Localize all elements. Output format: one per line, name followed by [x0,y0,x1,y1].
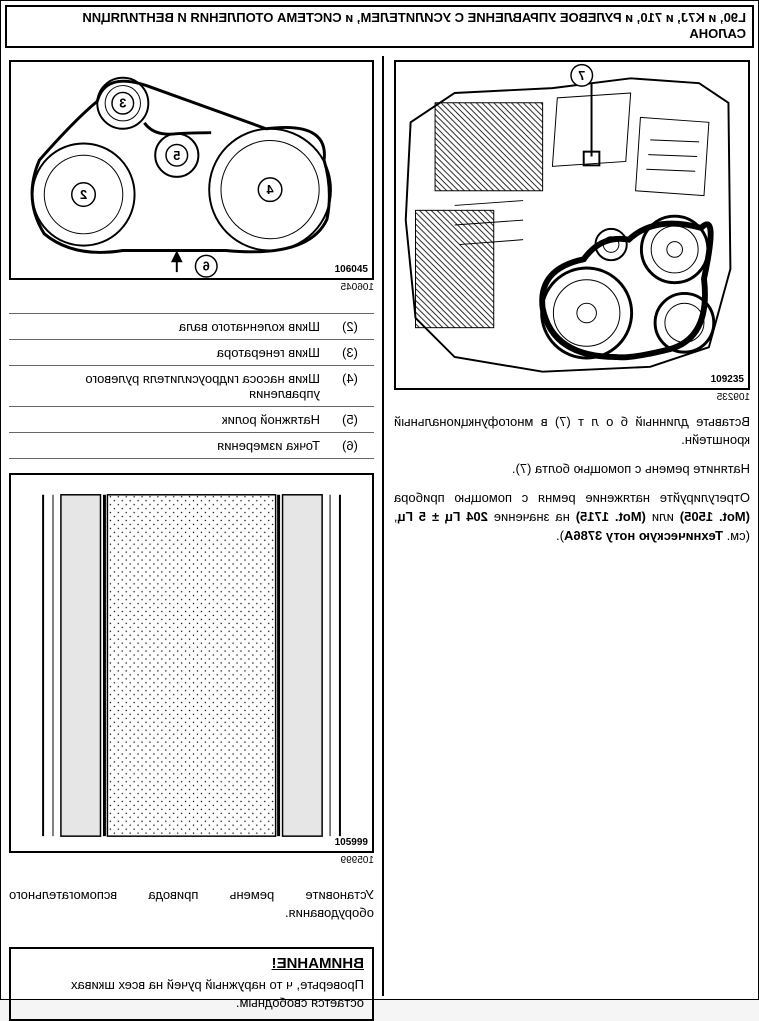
content-columns: 7 109235 109235 Вставьте длинный б о л т… [5,56,754,996]
fig-caption-engine: 109235 [394,392,750,403]
svg-text:2: 2 [80,187,87,202]
svg-text:6: 6 [203,258,210,273]
legend-row: (5)Натяжной ролик [9,406,374,432]
fig-ref-pulleys: 106045 [335,264,368,275]
warning-title: ВНИМАНИЕ! [19,955,364,972]
legend-key: (4) [326,365,374,406]
left-column: 7 109235 109235 Вставьте длинный б о л т… [390,56,754,996]
figure-pulleys: 4 2 3 5 6 106045 [9,60,374,280]
figure-section: 105999 [9,473,374,853]
engine-label-7: 7 [578,67,585,82]
legend-key: (5) [326,406,374,432]
svg-text:3: 3 [119,95,126,110]
left-para-3: Отрегулируйте натяжение ремня с помощью … [394,489,750,546]
warning-text: Проверьте, ч то наружный ручей на всех ш… [19,976,364,1012]
right-para-install: Установите ремень привода вспомогательно… [9,886,374,924]
header-line2: САЛОНА [689,26,746,41]
fig-caption-section: 105999 [9,855,374,866]
legend-key: (2) [326,313,374,339]
left-para-1: Вставьте длинный б о л т (7) в многофунк… [394,413,750,451]
legend-text: Шкив насоса гидроусилителя рулевого упра… [9,365,326,406]
fig-caption-pulleys: 106045 [9,282,374,293]
warning-box: ВНИМАНИЕ! Проверьте, ч то наружный ручей… [9,947,374,1020]
legend-row: (2)Шкив коленчатого вала [9,313,374,339]
figure-engine: 7 109235 [394,60,750,390]
svg-text:4: 4 [266,182,274,197]
legend-key: (3) [326,339,374,365]
legend-text: Натяжной ролик [9,406,326,432]
page: L90, и K7J, и 710, и РУЛЕВОЕ УПРАВЛЕНИЕ … [0,0,759,1000]
legend-table: (2)Шкив коленчатого вала(3)Шкив генерато… [9,313,374,459]
fig-ref-engine: 109235 [711,374,744,385]
legend-text: Шкив генератора [9,339,326,365]
legend-row: (6)Точка измерения [9,432,374,458]
left-para-2: Натяните ремень с помощью болта (7). [394,460,750,479]
legend-key: (6) [326,432,374,458]
legend-body: (2)Шкив коленчатого вала(3)Шкив генерато… [9,313,374,458]
svg-text:5: 5 [173,147,180,162]
right-column: 4 2 3 5 6 106045 106045 (2)Шкив коленчат… [5,56,384,996]
header-box: L90, и K7J, и 710, и РУЛЕВОЕ УПРАВЛЕНИЕ … [5,5,754,48]
legend-text: Шкив коленчатого вала [9,313,326,339]
legend-text: Точка измерения [9,432,326,458]
header-line1: L90, и K7J, и 710, и РУЛЕВОЕ УПРАВЛЕНИЕ … [82,10,746,25]
fig-ref-section: 105999 [335,837,368,848]
legend-row: (4)Шкив насоса гидроусилителя рулевого у… [9,365,374,406]
legend-row: (3)Шкив генератора [9,339,374,365]
